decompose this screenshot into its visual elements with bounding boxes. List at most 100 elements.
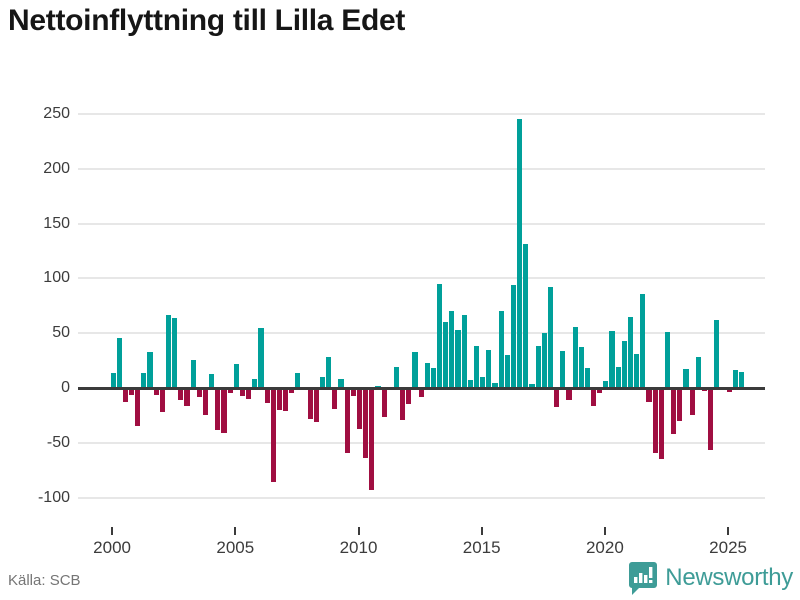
y-axis-tick-label: 150 [43,214,70,232]
bar-2018Q1 [554,388,560,407]
bar-2017Q4 [547,287,554,388]
y-axis-tick-label: -100 [37,488,70,506]
x-axis-tick-2000 [111,527,114,535]
y-axis-tick-label: 0 [61,379,70,396]
y-axis-tick-label: 250 [43,105,70,122]
bar-2002Q3 [172,317,178,388]
bar-2010Q3 [369,388,375,490]
gridline-y-150 [78,222,765,225]
bar-2022Q1 [652,388,658,453]
bar-2000Q1 [110,372,116,388]
bar-2003Q2 [190,359,196,388]
bar-2005Q3 [246,388,252,399]
bar-2018Q4 [572,326,578,388]
bar-2007Q3 [295,372,301,388]
x-axis-tick-2020 [603,527,606,535]
gridline-y--100 [78,496,765,499]
x-axis-tick-label: 2010 [339,538,378,557]
bar-2019Q4 [597,388,603,394]
x-axis-tick-label: 2000 [93,538,132,557]
bar-2005Q2 [239,388,246,396]
bar-2016Q3 [517,119,523,388]
bar-2023Q1 [677,388,683,421]
bar-2025Q1 [726,388,732,393]
y-axis-tick-label: 50 [52,324,70,342]
bar-2023Q2 [683,369,689,388]
bar-2002Q1 [159,388,165,413]
y-axis-tick-label: 100 [43,269,70,287]
bar-2010Q4 [375,385,381,388]
bar-2002Q4 [178,388,184,401]
x-axis-tick-label: 2020 [585,538,624,557]
x-axis-tick-2010 [357,527,360,535]
bar-2000Q4 [128,388,135,395]
gridline-y-50 [78,332,765,335]
newsworthy-speech-bubble-chart-icon [629,562,658,595]
gridline-y-100 [78,277,765,280]
bar-2012Q2 [412,351,418,388]
bar-2025Q2 [732,370,738,388]
bar-2013Q2 [436,283,443,388]
bar-2003Q3 [196,388,202,397]
bar-2023Q3 [689,388,695,416]
y-axis-tick-label: -50 [46,433,70,451]
net-migration-bar-chart: 250 200 150 100 50 0 -50 -100 2000 2005 2010 2015 20… [37,105,765,557]
bar-2001Q2 [141,372,147,388]
bar-2009Q4 [350,388,356,396]
bar-2019Q2 [584,368,590,388]
bar-2022Q2 [658,388,664,460]
x-axis-tick-2005 [234,527,237,535]
bar-2020Q1 [603,381,609,388]
bar-2024Q3 [714,320,720,388]
newsworthy-wordmark: Newsworthy [665,564,793,591]
bar-2003Q1 [184,388,190,406]
bar-2010Q2 [363,388,369,459]
bar-2020Q3 [615,367,621,388]
x-axis-tick-label: 2015 [462,538,501,557]
bar-2007Q2 [289,388,295,394]
bar-2013Q4 [449,311,455,388]
bar-2008Q4 [326,357,332,388]
x-axis-tick-2015 [480,527,483,535]
bar-2000Q3 [122,388,128,403]
bar-2022Q4 [671,388,677,435]
source-note: Källa: SCB [8,572,81,589]
bar-2001Q4 [153,388,159,395]
bar-2007Q1 [282,388,289,412]
bar-2005Q1 [233,363,239,388]
bar-2000Q2 [116,337,122,388]
bar-2011Q4 [400,388,406,420]
newsworthy-logo: Newsworthy [628,561,793,595]
y-axis-tick-label: 200 [43,159,70,177]
bar-2016Q1 [504,355,510,388]
bar-2017Q2 [535,346,541,388]
gridline-y-200 [78,167,765,170]
bar-2023Q4 [695,357,701,388]
bar-2004Q3 [221,388,227,433]
bar-2021Q3 [640,293,646,388]
bar-2008Q2 [313,388,319,422]
bar-2016Q2 [510,284,517,388]
bar-2003Q4 [202,388,209,416]
bar-2013Q1 [430,368,436,388]
bar-2015Q4 [498,311,504,388]
bar-2011Q3 [393,367,400,388]
bar-2004Q2 [215,388,221,430]
bar-2006Q1 [258,327,264,388]
bar-2020Q2 [609,331,615,388]
bar-2012Q1 [406,388,412,405]
bar-2019Q1 [578,347,584,388]
bar-2017Q3 [541,333,547,388]
bar-2016Q4 [523,244,529,388]
bar-2008Q3 [319,377,326,388]
bar-2006Q3 [270,388,276,483]
bar-2009Q2 [338,379,344,388]
x-axis-tick-label: 2005 [216,538,255,557]
bar-2014Q1 [455,329,461,388]
bar-2004Q1 [209,373,215,388]
x-axis-tick-label: 2025 [709,538,748,557]
bar-2021Q2 [634,354,640,388]
bar-2018Q3 [566,388,572,401]
bar-2005Q4 [252,379,258,388]
